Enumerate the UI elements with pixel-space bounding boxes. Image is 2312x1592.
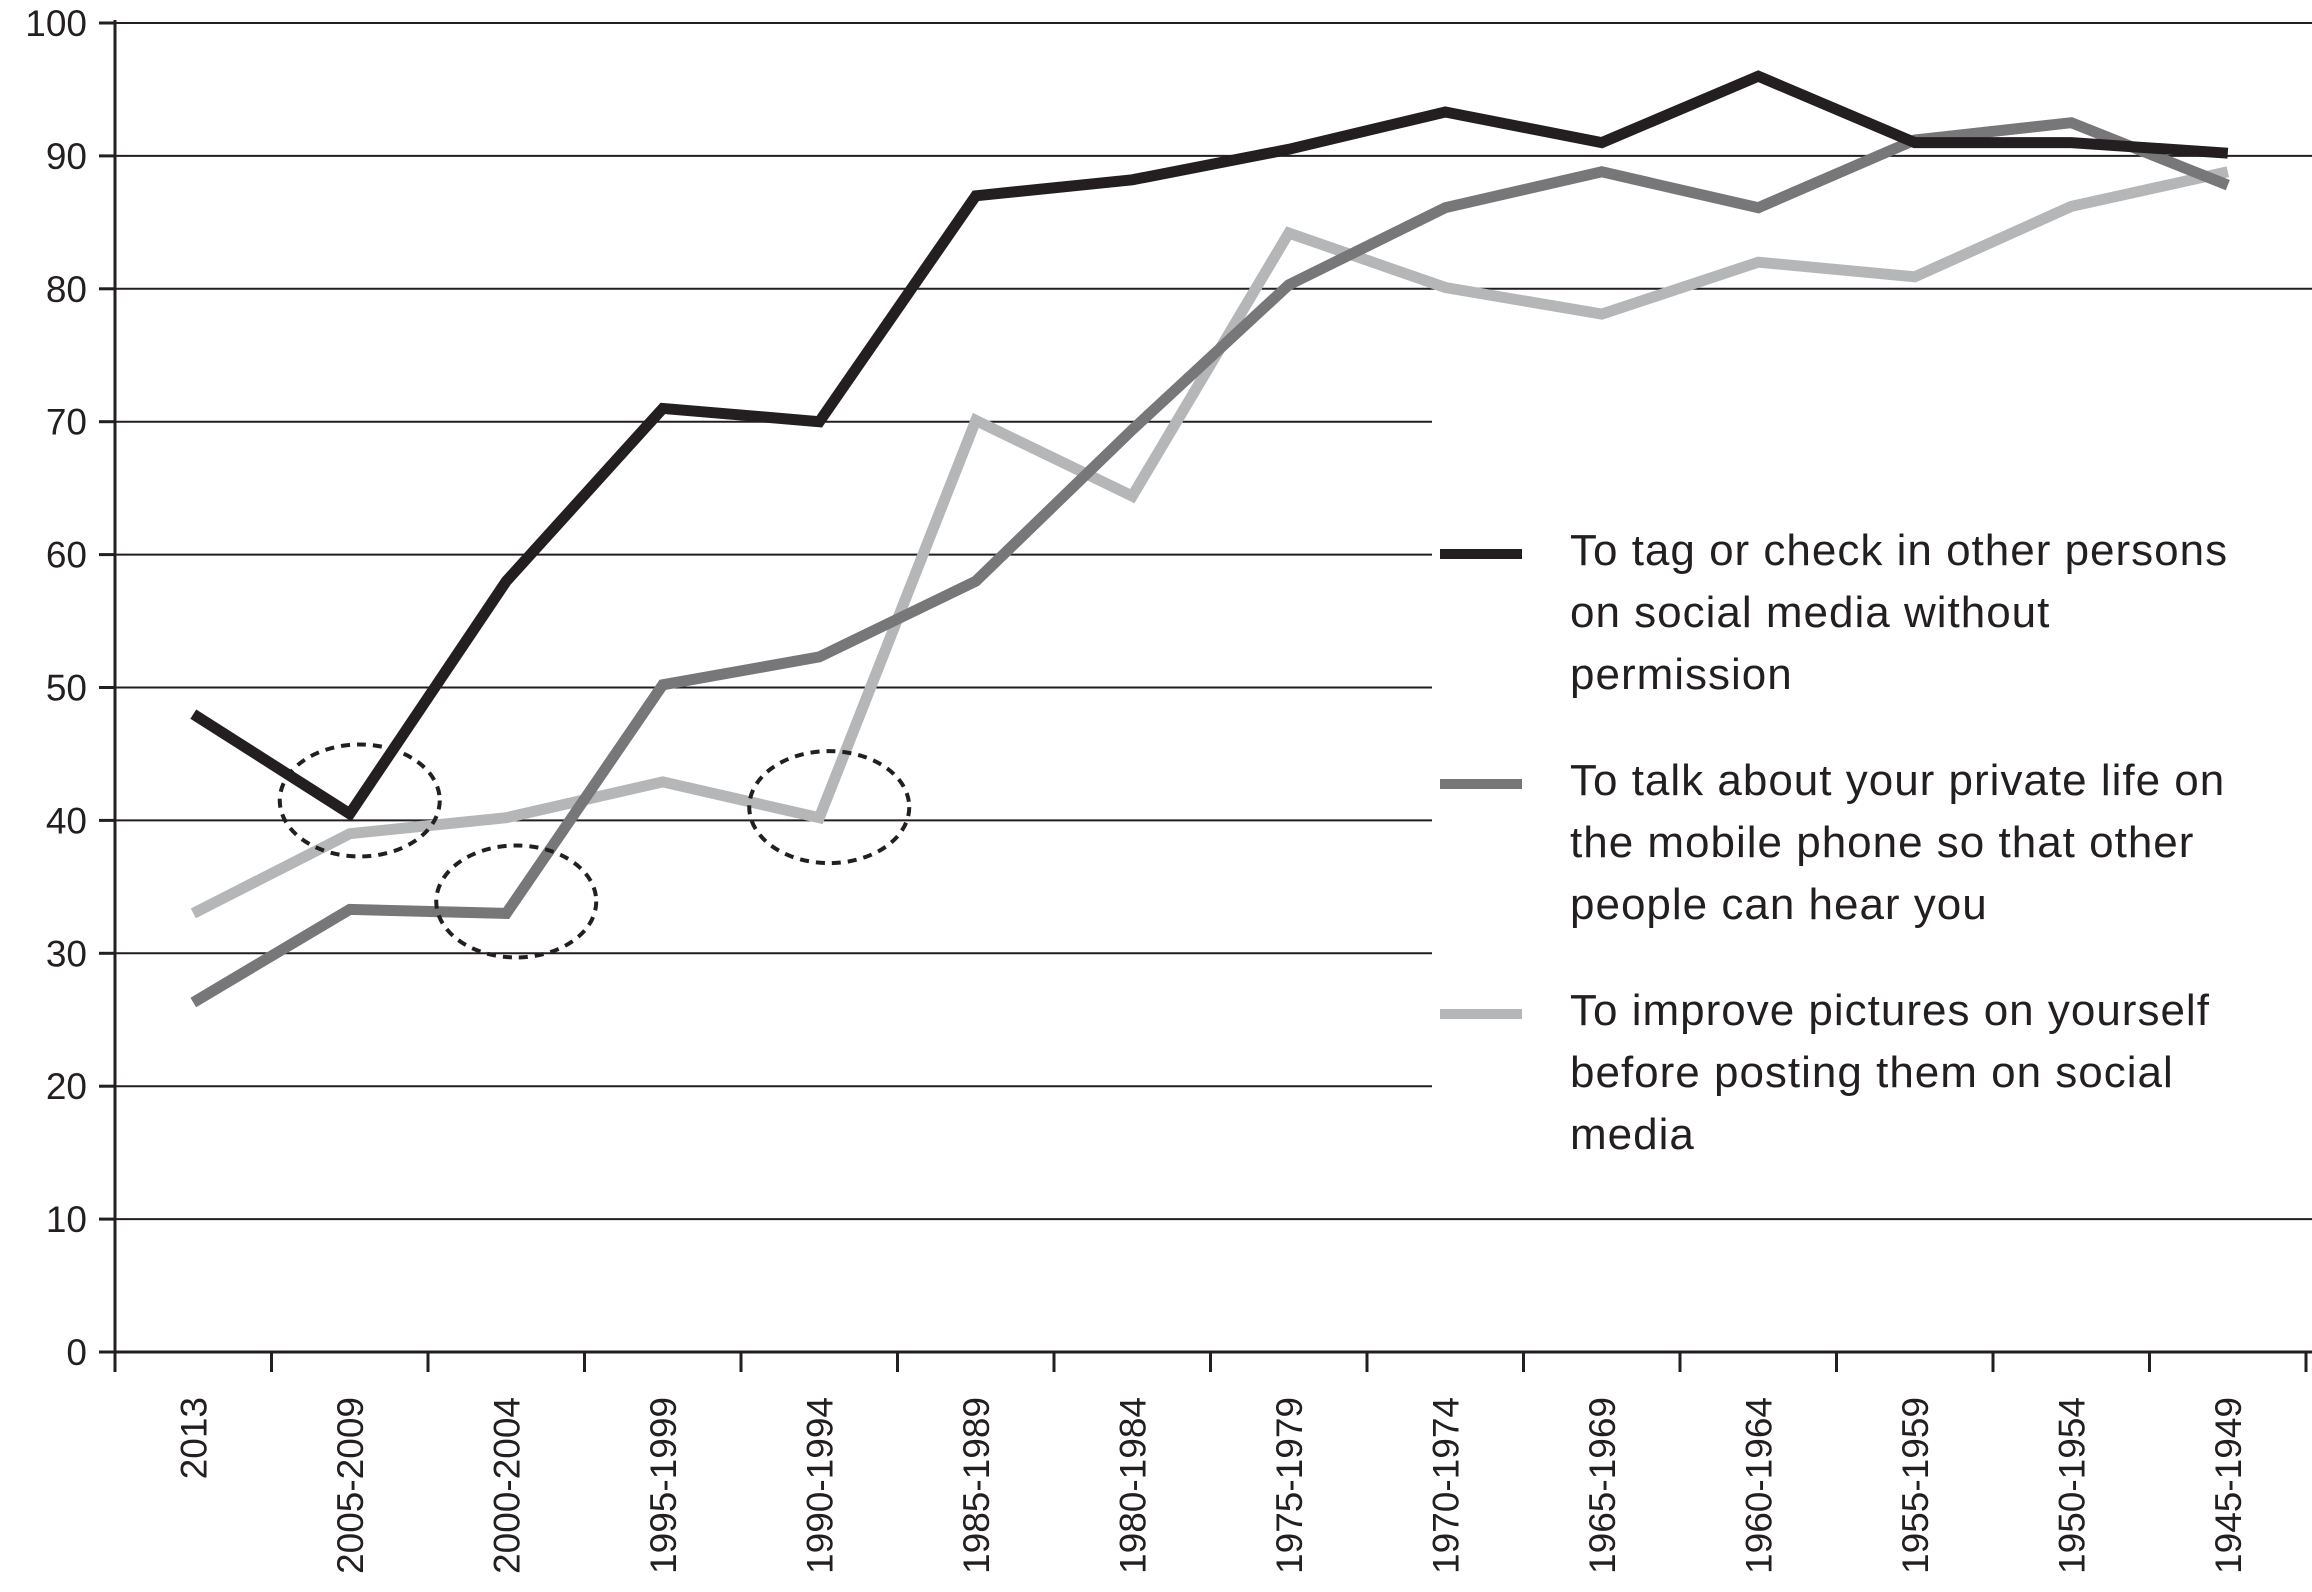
legend-label-3: To improve pictures on yourself before p… xyxy=(1570,986,2210,1159)
y-tick-label: 70 xyxy=(46,402,87,443)
legend: To tag or check in other persons on soci… xyxy=(1440,520,2250,1180)
annotations xyxy=(277,742,912,960)
x-tick-label: 1945-1949 xyxy=(2208,1397,2249,1574)
legend-item-3: To improve pictures on yourself before p… xyxy=(1440,980,2250,1180)
dashed-ellipse-annotation-3 xyxy=(747,749,912,866)
y-tick-label: 100 xyxy=(25,3,87,44)
dashed-ellipse-annotation-2 xyxy=(434,843,599,960)
legend-label-1: To tag or check in other persons on soci… xyxy=(1570,526,2229,699)
x-tick-label: 1975-1979 xyxy=(1269,1397,1310,1574)
x-tick-label: 1960-1964 xyxy=(1738,1397,1779,1574)
legend-item-1: To tag or check in other persons on soci… xyxy=(1440,520,2250,720)
x-tick-label: 1965-1969 xyxy=(1582,1397,1623,1574)
x-tick-label: 2000-2004 xyxy=(486,1397,527,1574)
y-tick-label: 0 xyxy=(66,1332,87,1373)
x-tick-label: 1955-1959 xyxy=(1895,1397,1936,1574)
series-line-1 xyxy=(190,70,2229,822)
x-tick-label: 1995-1999 xyxy=(643,1397,684,1574)
gridlines xyxy=(115,22,2312,1221)
y-axis-ticks: 0 10 20 30 40 50 60 70 80 90 100 xyxy=(25,3,115,1373)
y-tick-label: 30 xyxy=(46,933,87,974)
legend-swatch-2 xyxy=(1440,779,1522,789)
y-tick-label: 90 xyxy=(46,136,87,177)
y-tick-label: 50 xyxy=(46,668,87,709)
y-tick-label: 40 xyxy=(46,800,87,841)
legend-swatch-1 xyxy=(1440,549,1522,559)
x-tick-label: 1980-1984 xyxy=(1112,1397,1153,1574)
x-tick-label: 1990-1994 xyxy=(799,1397,840,1574)
y-tick-label: 10 xyxy=(46,1199,87,1240)
x-tick-label: 1970-1974 xyxy=(1425,1397,1466,1574)
axes xyxy=(113,20,2312,1372)
legend-swatch-3 xyxy=(1440,1009,1522,1019)
y-tick-label: 60 xyxy=(46,535,87,576)
x-tick-label: 2013 xyxy=(173,1397,214,1479)
x-tick-label: 1985-1989 xyxy=(956,1397,997,1574)
x-tick-label: 1950-1954 xyxy=(2051,1397,2092,1574)
series-lines xyxy=(190,70,2230,1008)
legend-item-2: To talk about your private life on the m… xyxy=(1440,750,2250,950)
y-tick-label: 20 xyxy=(46,1066,87,1107)
x-tick-label: 2005-2009 xyxy=(330,1397,371,1574)
x-axis-ticks: 2013 2005-2009 2000-2004 1995-1999 1990-1994… xyxy=(113,1352,2308,1574)
series-line-2 xyxy=(190,117,2230,1008)
y-tick-label: 80 xyxy=(46,269,87,310)
legend-label-2: To talk about your private life on the m… xyxy=(1570,756,2226,929)
dashed-ellipse-annotation-1 xyxy=(277,742,442,859)
